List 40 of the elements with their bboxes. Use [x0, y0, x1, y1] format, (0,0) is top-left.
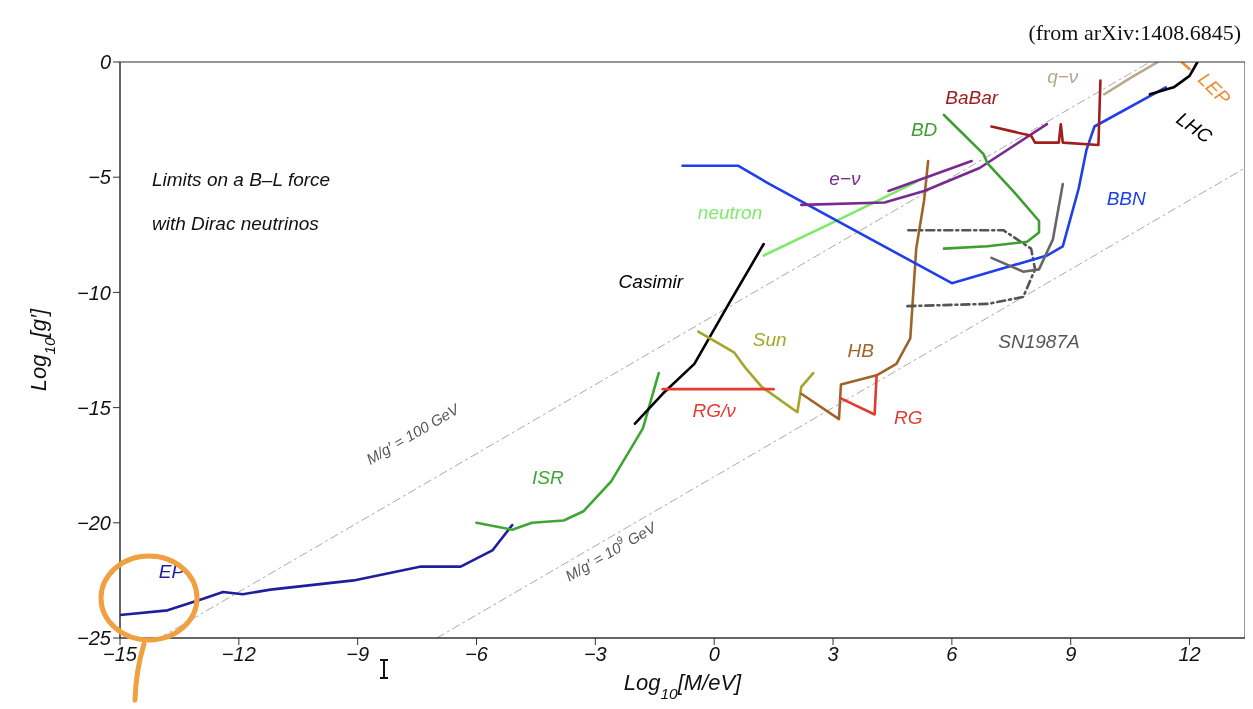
line-series [990, 182, 1065, 273]
y-tick-label: −10 [77, 281, 111, 304]
series-label: BaBar [945, 86, 999, 108]
x-tick-label: −3 [583, 643, 607, 666]
line-series [800, 122, 1049, 207]
text: LEP [1194, 68, 1235, 109]
line-series [942, 113, 1041, 250]
x-tick-label: 6 [946, 643, 959, 666]
chart-title: Limits on a B–L force with Dirac neutrinos [152, 169, 331, 234]
x-axis-title: Log$_{10}$[M/eV] [623, 670, 743, 702]
line-series [1148, 62, 1199, 96]
series-label: ISR [531, 467, 564, 489]
x-tick-label: 0 [708, 643, 720, 666]
series-label: BBN [1106, 188, 1146, 210]
x-tick-label: −6 [465, 643, 489, 666]
line-series [903, 228, 1037, 308]
series-label: HB [847, 340, 875, 362]
x-tick-label: 9 [1065, 643, 1077, 666]
x-tick-label: 12 [1178, 643, 1201, 666]
series-label: Sun [752, 328, 787, 350]
x-tick-label: −9 [346, 643, 370, 666]
series-label: SN1987A [998, 331, 1080, 353]
series-label: RG/ν [692, 400, 737, 422]
series-label: RG [894, 407, 923, 429]
y-tick-label: −15 [77, 396, 112, 419]
x-tick-label: 3 [827, 643, 839, 666]
annotation: M/g′ = 100 GeV [363, 399, 464, 468]
x-tick-label: −12 [221, 643, 256, 666]
y-tick-label: −20 [77, 511, 111, 534]
series-label: BD [910, 119, 938, 141]
text: Casimir [618, 271, 684, 293]
y-tick-label: −5 [88, 166, 112, 189]
y-tick-label: −25 [77, 627, 112, 650]
y-tick-label: 0 [99, 51, 111, 74]
text: LHC [1172, 108, 1217, 148]
line-series [120, 523, 514, 617]
series-label: neutron [697, 202, 763, 224]
chart-subtitle: (from arXiv:1408.6845) [1028, 20, 1241, 45]
series-label: e−ν [829, 167, 861, 189]
series-label: q−ν [1047, 66, 1079, 88]
